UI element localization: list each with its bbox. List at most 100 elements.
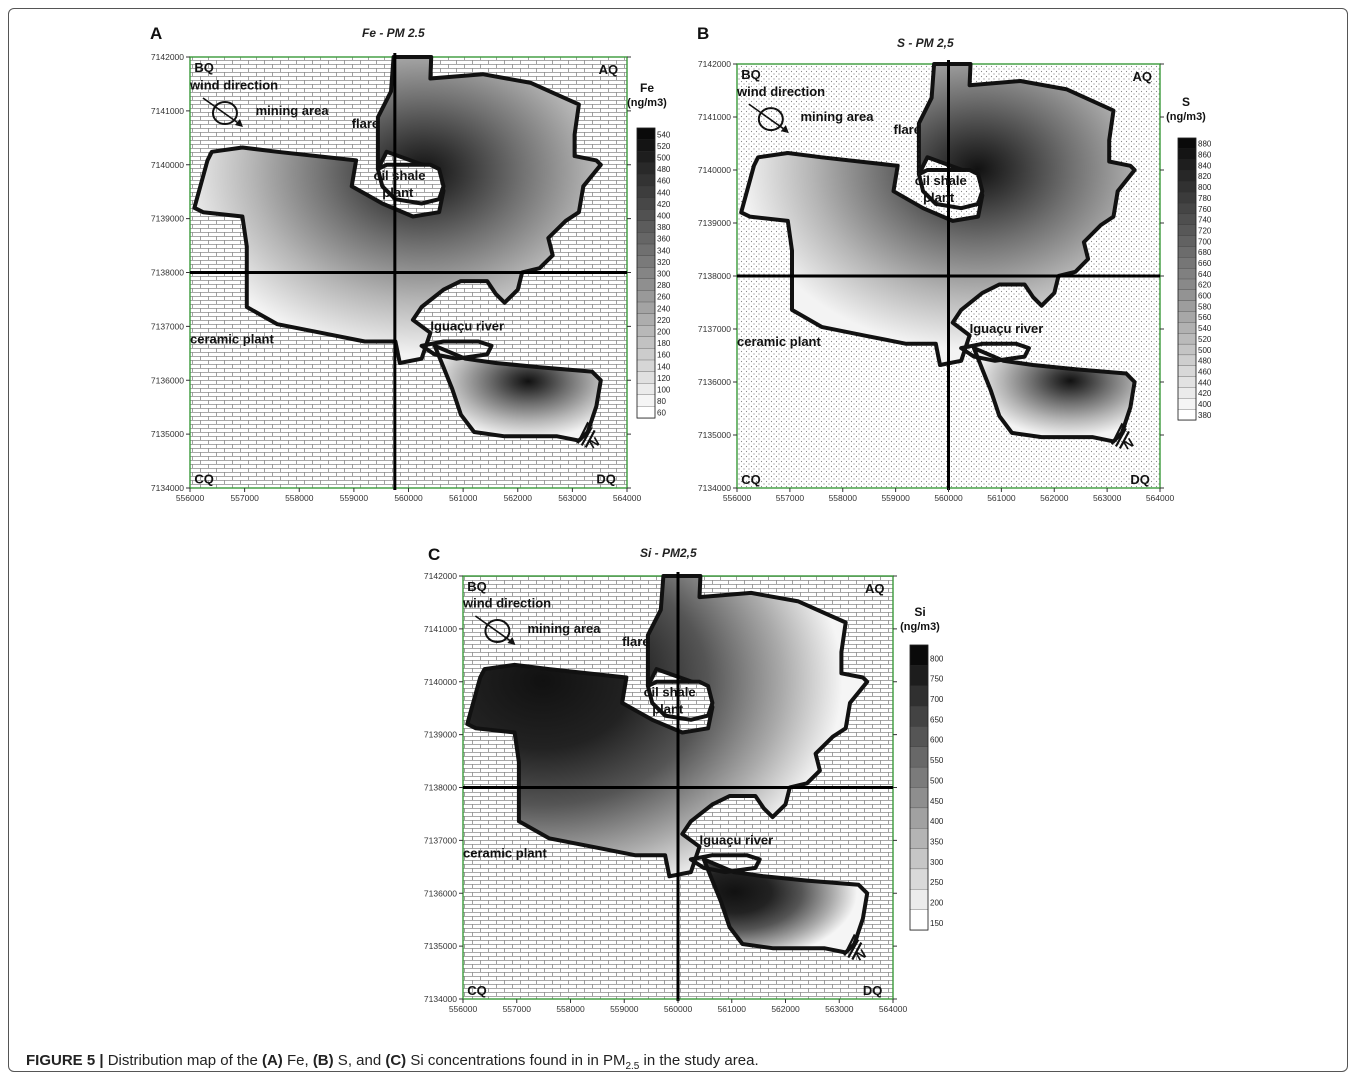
caption-ref-c: (C) (385, 1052, 407, 1069)
caption-ref-a: (A) (261, 1052, 283, 1069)
legend-unit: (ng/m3) (1166, 111, 1206, 123)
wind-circle-icon (484, 618, 511, 643)
quadrant-label-bq: BQ (467, 579, 487, 594)
legend-unit: (ng/m3) (627, 97, 667, 109)
legend-swatch (909, 889, 929, 911)
legend-unit: (ng/m3) (900, 621, 940, 633)
legend-value: 260 (657, 293, 671, 302)
legend-swatch (909, 705, 929, 728)
legend-value: 550 (930, 756, 944, 765)
legend-value: 640 (1198, 270, 1212, 279)
plant-label: plant (652, 702, 684, 717)
y-tick-label: 7139000 (151, 214, 184, 224)
legend-swatch (909, 787, 929, 809)
y-tick-label: 7142000 (151, 52, 184, 62)
x-tick-label: 557000 (230, 493, 259, 503)
legend-value: 700 (1198, 237, 1212, 246)
legend-swatch (909, 909, 929, 931)
north-arrow-icon (843, 933, 863, 961)
iguacu-river-label: Iguaçu river (430, 319, 504, 334)
legend-title: Fe (640, 81, 654, 95)
y-tick-label: 7142000 (698, 59, 731, 69)
legend-swatch (909, 726, 929, 748)
legend-value: 380 (1198, 411, 1212, 420)
legend-value: 750 (930, 675, 944, 684)
caption-text: S, and (333, 1052, 386, 1069)
y-tick-label: 7135000 (424, 941, 457, 951)
y-tick-label: 7134000 (151, 483, 184, 493)
y-tick-label: 7141000 (698, 112, 731, 122)
wind-direction-label: wind direction (189, 77, 278, 92)
quadrant-label-aq: AQ (865, 581, 885, 596)
legend-value: 800 (1198, 183, 1212, 192)
legend-value: 700 (930, 695, 944, 704)
legend-value: 150 (930, 919, 944, 928)
x-tick-label: 561000 (987, 493, 1016, 503)
legend-value: 440 (657, 188, 671, 197)
legend-value: 460 (657, 177, 671, 186)
legend-swatch (909, 644, 929, 666)
x-tick-label: 556000 (449, 1004, 478, 1014)
legend-swatch (909, 685, 929, 707)
x-tick-label: 557000 (503, 1004, 532, 1014)
quadrant-label-dq: DQ (1130, 472, 1150, 487)
quadrant-label-bq: BQ (194, 60, 214, 75)
wind-arrow-icon (474, 615, 514, 644)
panel-title: S - PM 2,5 (897, 36, 954, 50)
flare-label: flare (352, 116, 379, 131)
ceramic-plant-label: ceramic plant (737, 334, 821, 349)
y-tick-label: 7134000 (698, 483, 731, 493)
x-tick-label: 562000 (504, 493, 533, 503)
caption-text: in the study area. (639, 1052, 759, 1069)
x-tick-label: 563000 (825, 1004, 854, 1014)
y-tick-label: 7136000 (698, 377, 731, 387)
figure-frame (8, 8, 1348, 1072)
x-tick-label: 558000 (556, 1004, 585, 1014)
legend-box (909, 644, 929, 931)
quadrant-label-cq: CQ (467, 983, 487, 998)
y-tick-label: 7139000 (698, 218, 731, 228)
x-tick-label: 558000 (829, 493, 858, 503)
legend-swatch (909, 746, 929, 768)
wind-circle-icon (211, 101, 238, 126)
legend-swatch (909, 807, 929, 829)
x-tick-label: 560000 (394, 493, 423, 503)
legend-value: 620 (1198, 281, 1212, 290)
wind-circle-icon (757, 107, 784, 132)
x-tick-label: 564000 (613, 493, 642, 503)
legend-value: 560 (1198, 313, 1212, 322)
legend-value: 140 (657, 362, 671, 371)
legend-value: 200 (930, 899, 944, 908)
legend-box (636, 127, 656, 419)
legend-value: 460 (1198, 367, 1212, 376)
legend-swatch (909, 868, 929, 890)
wind-arrow-icon (748, 103, 788, 132)
y-tick-label: 7138000 (424, 783, 457, 793)
caption-text: Si concentrations found in in PM (406, 1052, 626, 1069)
legend-value: 600 (1198, 292, 1212, 301)
y-tick-label: 7140000 (424, 677, 457, 687)
x-tick-label: 563000 (558, 493, 587, 503)
map-svg: 556000 557000 558000 559000 560000 561000 5620… (698, 59, 1212, 503)
caption-ref-b: (B) (312, 1052, 334, 1069)
x-tick-label: 561000 (718, 1004, 747, 1014)
x-tick-label: 557000 (776, 493, 805, 503)
legend-value: 760 (1198, 205, 1212, 214)
figure-caption: FIGURE 5 | Distribution map of the (A) F… (26, 1052, 759, 1072)
x-tick-label: 562000 (1040, 493, 1069, 503)
legend-value: 400 (1198, 400, 1212, 409)
ceramic-plant-label: ceramic plant (190, 332, 274, 347)
wind-arrowhead-icon (780, 125, 789, 134)
legend-value: 780 (1198, 194, 1212, 203)
y-tick-label: 7137000 (698, 324, 731, 334)
y-tick-label: 7138000 (151, 268, 184, 278)
iguacu-river-outline (688, 853, 762, 875)
legend-value: 300 (657, 270, 671, 279)
x-tick-label: 558000 (285, 493, 314, 503)
x-tick-label: 564000 (1146, 493, 1175, 503)
legend-value: 200 (657, 328, 671, 337)
legend-value: 540 (657, 130, 671, 139)
oil-shale-label: oil shale (915, 173, 967, 188)
legend-swatch (909, 766, 929, 789)
legend-value: 400 (657, 212, 671, 221)
